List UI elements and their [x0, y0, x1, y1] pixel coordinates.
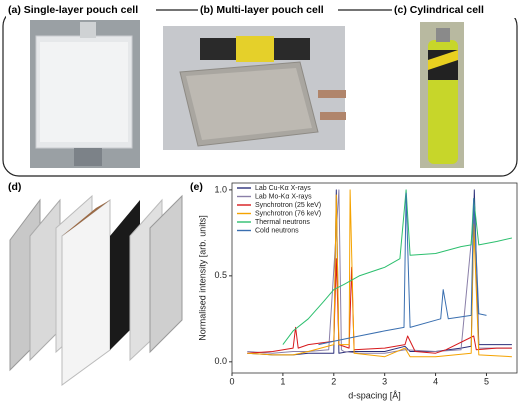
x-tick-label: 0	[229, 376, 234, 386]
panel-title: (a) Single-layer pouch cell	[8, 4, 138, 16]
title-backdrop	[6, 2, 156, 18]
panel-title: (c) Cylindrical cell	[394, 4, 484, 16]
series-line	[247, 189, 512, 354]
series-line	[247, 189, 512, 358]
photo-cylindrical	[420, 22, 464, 168]
x-tick-label: 2	[331, 376, 336, 386]
series-line	[282, 189, 513, 345]
series-line	[247, 189, 512, 356]
x-tick-label: 4	[433, 376, 438, 386]
x-tick-label: 1	[280, 376, 285, 386]
layer-stack	[9, 194, 183, 386]
legend-label: Lab Mo-Kα X-rays	[255, 193, 312, 200]
series-line	[318, 192, 487, 346]
title-backdrop	[198, 2, 338, 18]
title-backdrop	[392, 2, 516, 18]
panel-title: (b) Multi-layer pouch cell	[200, 4, 324, 16]
x-tick-label: 3	[382, 376, 387, 386]
photo-single-layer	[30, 20, 140, 168]
legend-label: Thermal neutrons	[255, 219, 310, 226]
y-tick-label: 1.0	[214, 184, 227, 194]
panel-label: (d)	[8, 181, 21, 193]
legend-label: Synchrotron (25 keV)	[255, 202, 321, 209]
chart: 0 1 2 3 4 5 0.0 0.5 1.0 d-spacing [Å] Normalised i…	[197, 182, 518, 400]
legend-label: Synchrotron (76 keV)	[255, 210, 321, 217]
y-tick-label: 0.5	[214, 270, 227, 280]
plot-frame	[231, 182, 518, 374]
y-axis-label: Normalised intensity [arb. units]	[197, 215, 207, 341]
photo-multi-layer	[163, 26, 346, 150]
legend-label: Lab Cu-Kα X-rays	[255, 185, 311, 192]
x-axis-label: d-spacing [Å]	[348, 390, 401, 400]
x-tick-label: 5	[484, 376, 489, 386]
y-tick-label: 0.0	[214, 356, 227, 366]
legend-label: Cold neutrons	[255, 227, 299, 234]
panel-label: (e)	[190, 181, 203, 193]
